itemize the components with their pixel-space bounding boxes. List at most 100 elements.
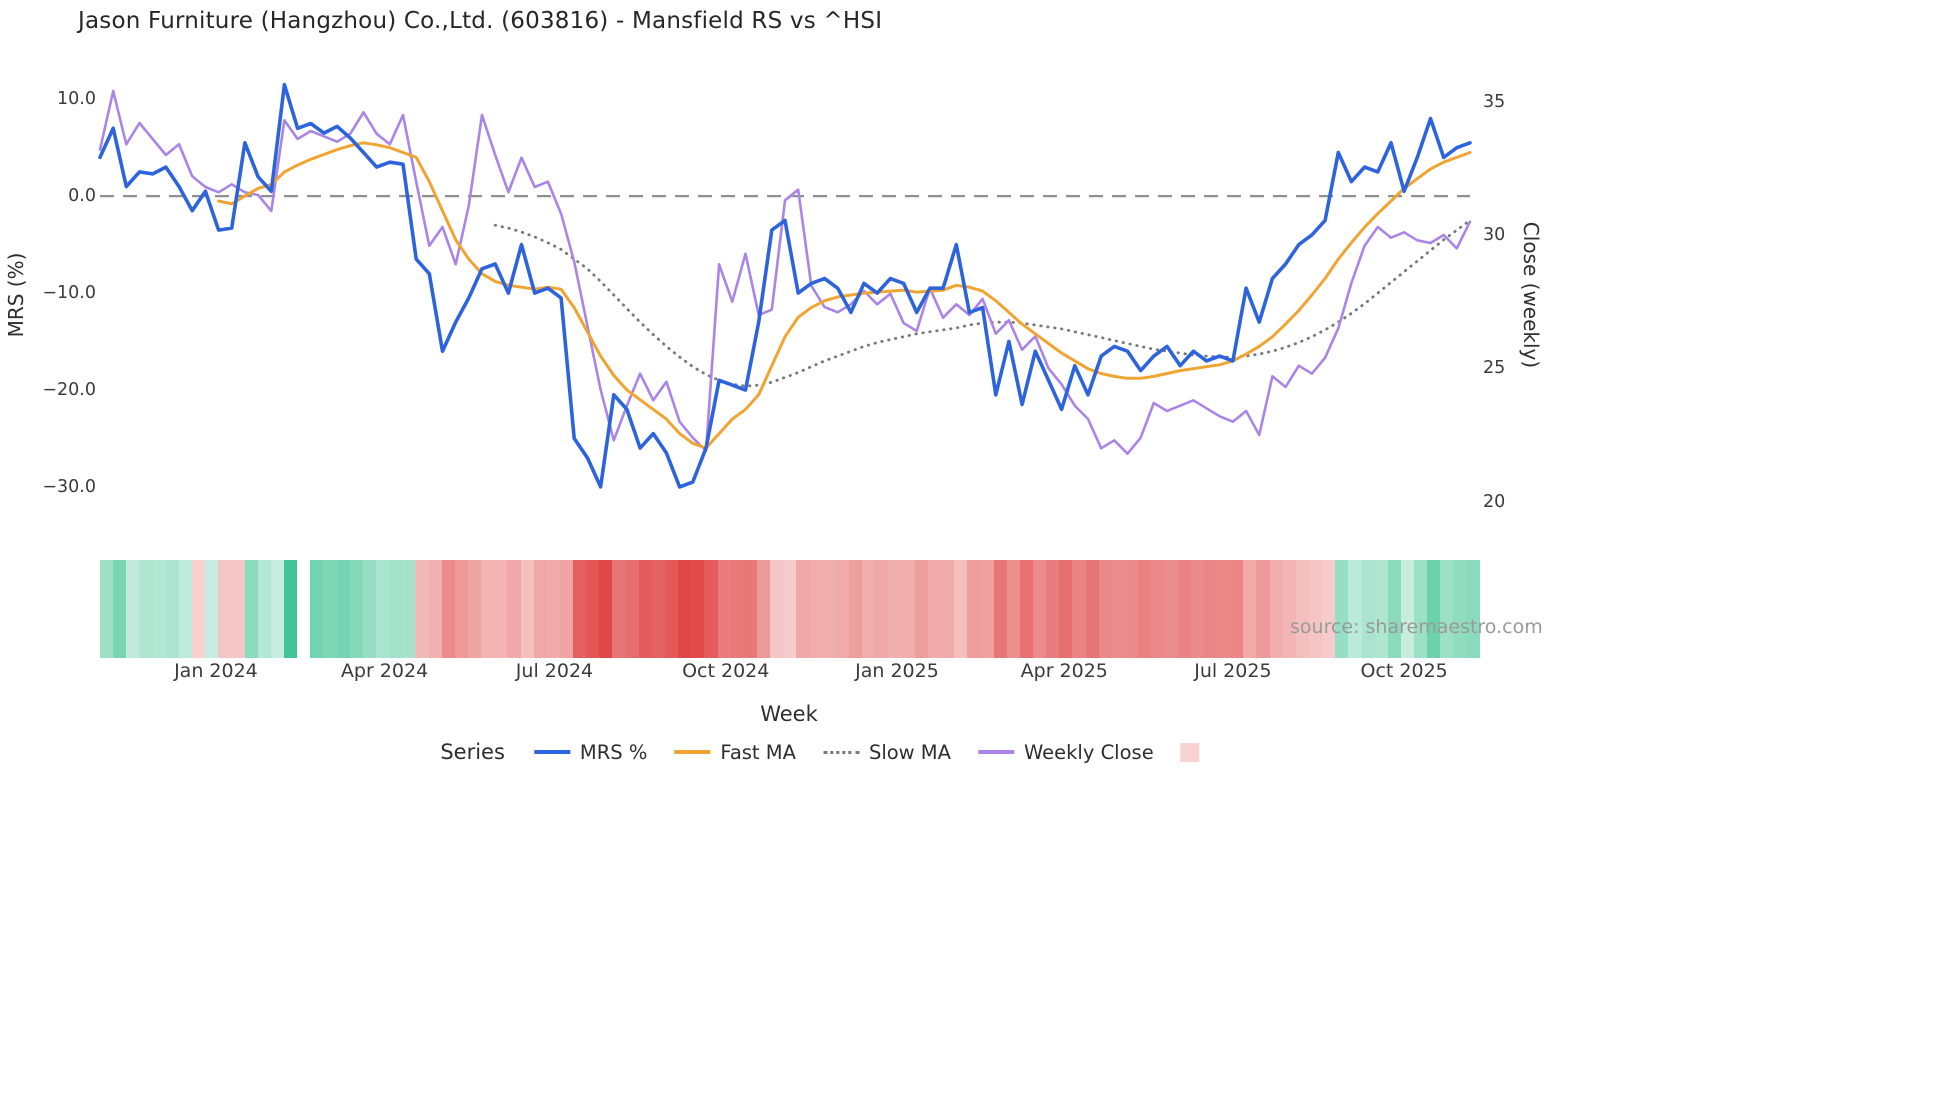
x-axis-tick: Jul 2025 [1194, 660, 1272, 682]
heatmap-bar [205, 560, 219, 658]
heatmap-bar [270, 560, 284, 658]
heatmap-strip [100, 560, 1480, 658]
heatmap-bar [165, 560, 179, 658]
heatmap-bar [665, 560, 679, 658]
heatmap-bar [349, 560, 363, 658]
x-axis-tick: Oct 2025 [1360, 660, 1448, 682]
heatmap-bar [441, 560, 455, 658]
heatmap-bar [1282, 560, 1296, 658]
heatmap-bar [1308, 560, 1323, 658]
heatmap-bar [1032, 560, 1047, 658]
heatmap-bar [494, 560, 508, 658]
heatmap-bar [941, 560, 955, 658]
heatmap-bar [1203, 560, 1217, 658]
heatmap-bar [1453, 560, 1467, 658]
heatmap-bar [783, 560, 797, 658]
heatmap-bar [743, 560, 758, 658]
series-line-fast_ma [217, 141, 1472, 450]
heatmap-bar [1059, 560, 1073, 658]
heatmap-bar [757, 560, 771, 658]
legend-swatch-heatmap [1180, 742, 1200, 762]
heatmap-bar [1151, 560, 1165, 658]
legend-label-fast_ma: Fast MA [720, 740, 796, 764]
heatmap-bar [1230, 560, 1244, 658]
heatmap-bar [362, 560, 376, 658]
heatmap-bar [1177, 560, 1191, 658]
legend-item-slow_ma: Slow MA [822, 740, 951, 764]
heatmap-bar [336, 560, 350, 658]
legend-label-slow_ma: Slow MA [868, 740, 951, 764]
heatmap-bar [1414, 560, 1428, 658]
heatmap-bar [428, 560, 442, 658]
heatmap-bar [1190, 560, 1204, 658]
heatmap-bar [1006, 560, 1020, 658]
heatmap-bar [454, 560, 468, 658]
legend-swatch-slow_ma [822, 750, 859, 754]
heatmap-bar [1269, 560, 1283, 658]
heatmap-bar [1348, 560, 1362, 658]
heatmap-bar [993, 560, 1007, 658]
heatmap-bar [1098, 560, 1112, 658]
heatmap-bar [152, 560, 166, 658]
heatmap-bar [283, 560, 298, 658]
heatmap-bar [638, 560, 652, 658]
heatmap-bar [113, 560, 127, 658]
heatmap-bar [1111, 560, 1125, 658]
y-axis-label-right: Close (weekly) [1519, 221, 1543, 369]
x-axis-tick: Jan 2024 [174, 660, 258, 682]
chart-title: Jason Furniture (Hangzhou) Co.,Ltd. (603… [78, 8, 883, 34]
heatmap-bar [191, 560, 206, 658]
heatmap-bar [1124, 560, 1139, 658]
legend-entries: MRS % Fast MA Slow MA Weekly Close [533, 740, 1200, 764]
x-axis-tick: Apr 2024 [340, 660, 429, 682]
heatmap-bar [389, 560, 403, 658]
heatmap-bar [612, 560, 626, 658]
heatmap-bar [257, 560, 271, 658]
heatmap-bar [927, 560, 941, 658]
heatmap-bar [139, 560, 153, 658]
heatmap-bar [862, 560, 876, 658]
heatmap-bar [481, 560, 495, 658]
heatmap-bar [402, 560, 416, 658]
heatmap-bar [796, 560, 810, 658]
heatmap-bar [651, 560, 666, 658]
legend-item-fast_ma: Fast MA [674, 741, 796, 764]
heatmap-bar [770, 560, 784, 658]
heatmap-bar [888, 560, 902, 658]
heatmap-bar [244, 560, 258, 658]
heatmap-bar [1138, 560, 1152, 658]
heatmap-bar [1361, 560, 1375, 658]
heatmap-bar [1387, 560, 1401, 658]
heatmap-bar [849, 560, 863, 658]
heatmap-bar [1400, 560, 1415, 658]
heatmap-bar [375, 560, 390, 658]
heatmap-bar [1466, 560, 1480, 658]
heatmap-bar [126, 560, 140, 658]
heatmap-bar [415, 560, 429, 658]
legend-item-heatmap [1180, 742, 1200, 762]
heatmap-bar [573, 560, 587, 658]
y-axis-tick-left: −10.0 [42, 283, 96, 304]
heatmap-bar [954, 560, 968, 658]
series-line-weekly_close [98, 89, 1472, 455]
heatmap-bar [1072, 560, 1086, 658]
heatmap-bar [1243, 560, 1257, 658]
x-axis-tick: Oct 2024 [682, 660, 770, 682]
heatmap-bar [914, 560, 928, 658]
legend-label-mrs: MRS % [579, 740, 648, 764]
heatmap-bar [586, 560, 600, 658]
source-text: source: sharemaestro.com [1290, 616, 1543, 638]
heatmap-bar [100, 560, 114, 658]
heatmap-bar [691, 560, 705, 658]
heatmap-bar [822, 560, 836, 658]
heatmap-bar [1427, 560, 1441, 658]
heatmap-bar [730, 560, 744, 658]
heatmap-bar [1374, 560, 1388, 658]
y-axis-tick-right: 20 [1483, 491, 1506, 512]
heatmap-bar [559, 560, 574, 658]
heatmap-bar [1019, 560, 1033, 658]
series-line-mrs [98, 82, 1472, 489]
x-axis-tick: Apr 2025 [1020, 660, 1108, 682]
heatmap-bar [1164, 560, 1178, 658]
heatmap-bar [178, 560, 192, 658]
